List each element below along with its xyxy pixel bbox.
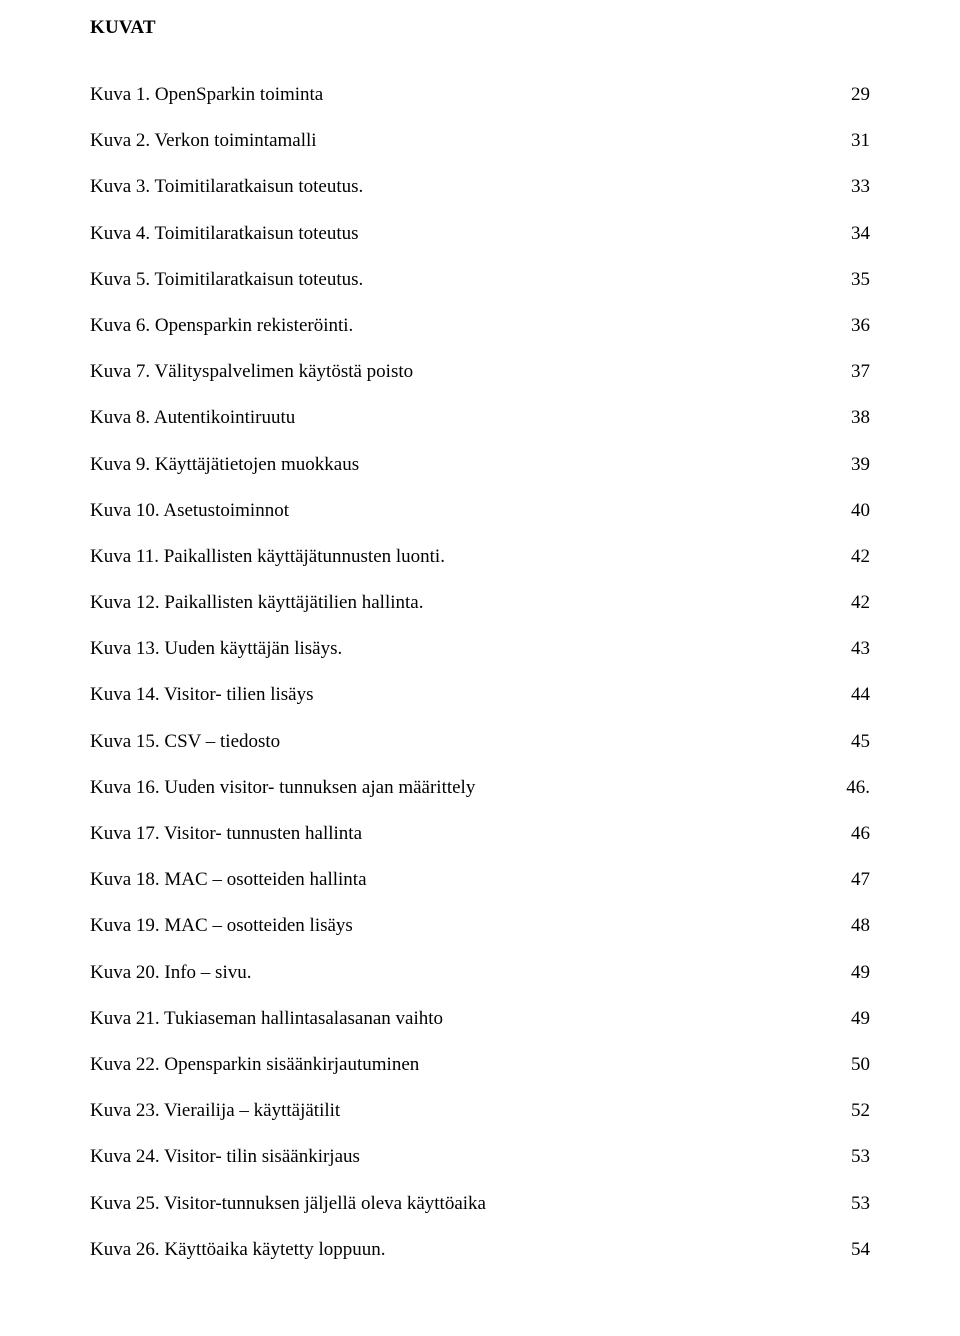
toc-entry-label: Kuva 22. Opensparkin sisäänkirjautuminen — [90, 1055, 419, 1074]
toc-row: Kuva 6. Opensparkin rekisteröinti. 36 — [90, 316, 870, 335]
toc-entry-label: Kuva 19. MAC – osotteiden lisäys — [90, 916, 353, 935]
toc-entry-page: 35 — [839, 270, 870, 289]
toc-entry-page: 47 — [839, 870, 870, 889]
toc-entry-page: 44 — [839, 685, 870, 704]
toc-row: Kuva 10. Asetustoiminnot 40 — [90, 501, 870, 520]
toc-row: Kuva 11. Paikallisten käyttäjätunnusten … — [90, 547, 870, 566]
toc-entry-label: Kuva 11. Paikallisten käyttäjätunnusten … — [90, 547, 445, 566]
toc-row: Kuva 13. Uuden käyttäjän lisäys. 43 — [90, 639, 870, 658]
toc-row: Kuva 19. MAC – osotteiden lisäys 48 — [90, 916, 870, 935]
toc-entry-page: 37 — [839, 362, 870, 381]
toc-entry-page: 46 — [839, 824, 870, 843]
toc-entry-page: 31 — [839, 131, 870, 150]
toc-entry-page: 49 — [839, 1009, 870, 1028]
toc-entry-label: Kuva 26. Käyttöaika käytetty loppuun. — [90, 1240, 386, 1259]
toc-entry-page: 40 — [839, 501, 870, 520]
toc-row: Kuva 17. Visitor- tunnusten hallinta 46 — [90, 824, 870, 843]
list-of-figures-heading: KUVAT — [90, 18, 870, 37]
toc-entry-page: 36 — [839, 316, 870, 335]
toc-row: Kuva 22. Opensparkin sisäänkirjautuminen… — [90, 1055, 870, 1074]
toc-entry-label: Kuva 12. Paikallisten käyttäjätilien hal… — [90, 593, 423, 612]
toc-row: Kuva 24. Visitor- tilin sisäänkirjaus 53 — [90, 1147, 870, 1166]
toc-row: Kuva 23. Vierailija – käyttäjätilit 52 — [90, 1101, 870, 1120]
toc-entry-label: Kuva 7. Välityspalvelimen käytöstä poist… — [90, 362, 413, 381]
toc-entry-page: 45 — [839, 732, 870, 751]
toc-entry-page: 53 — [839, 1147, 870, 1166]
toc-row: Kuva 16. Uuden visitor- tunnuksen ajan m… — [90, 778, 870, 797]
document-page: KUVAT Kuva 1. OpenSparkin toiminta29Kuva… — [0, 0, 960, 1336]
toc-entry-page: 53 — [839, 1194, 870, 1213]
toc-entry-label: Kuva 20. Info – sivu. — [90, 963, 251, 982]
toc-entry-label: Kuva 15. CSV – tiedosto — [90, 732, 280, 751]
toc-entry-label: Kuva 3. Toimitilaratkaisun toteutus. — [90, 177, 363, 196]
toc-row: Kuva 21. Tukiaseman hallintasalasanan va… — [90, 1009, 870, 1028]
figures-toc-list: Kuva 1. OpenSparkin toiminta 29 Kuva 2. Ve… — [90, 85, 870, 1259]
toc-entry-label: Kuva 17. Visitor- tunnusten hallinta — [90, 824, 362, 843]
toc-entry-page: 50 — [839, 1055, 870, 1074]
toc-entry-label: Kuva 8. Autentikointiruutu — [90, 408, 295, 427]
toc-row: Kuva 8. Autentikointiruutu 38 — [90, 408, 870, 427]
toc-entry-label: Kuva 24. Visitor- tilin sisäänkirjaus — [90, 1147, 360, 1166]
toc-entry-label: Kuva 4. Toimitilaratkaisun toteutus — [90, 224, 359, 243]
toc-row: Kuva 1. OpenSparkin toiminta 29 — [90, 85, 870, 104]
toc-entry-page: 39 — [839, 455, 870, 474]
toc-entry-label: Kuva 25. Visitor-tunnuksen jäljellä olev… — [90, 1194, 486, 1213]
toc-entry-page: 48 — [839, 916, 870, 935]
toc-row: Kuva 9. Käyttäjätietojen muokkaus 39 — [90, 455, 870, 474]
toc-entry-page: 43 — [839, 639, 870, 658]
toc-row: Kuva 12. Paikallisten käyttäjätilien hal… — [90, 593, 870, 612]
toc-row: Kuva 18. MAC – osotteiden hallinta 47 — [90, 870, 870, 889]
toc-row: Kuva 14. Visitor- tilien lisäys 44 — [90, 685, 870, 704]
toc-row: Kuva 26. Käyttöaika käytetty loppuun. 54 — [90, 1240, 870, 1259]
toc-entry-label: Kuva 10. Asetustoiminnot — [90, 501, 289, 520]
toc-entry-page: 52 — [839, 1101, 870, 1120]
toc-entry-page: 46. — [834, 778, 870, 797]
toc-row: Kuva 15. CSV – tiedosto 45 — [90, 732, 870, 751]
toc-row: Kuva 4. Toimitilaratkaisun toteutus 34 — [90, 224, 870, 243]
toc-entry-page: 54 — [839, 1240, 870, 1259]
toc-row: Kuva 7. Välityspalvelimen käytöstä poist… — [90, 362, 870, 381]
toc-entry-label: Kuva 1. OpenSparkin toiminta — [90, 85, 323, 104]
toc-row: Kuva 3. Toimitilaratkaisun toteutus. 33 — [90, 177, 870, 196]
toc-entry-label: Kuva 16. Uuden visitor- tunnuksen ajan m… — [90, 778, 475, 797]
toc-entry-label: Kuva 18. MAC – osotteiden hallinta — [90, 870, 367, 889]
toc-row: Kuva 2. Verkon toimintamalli 31 — [90, 131, 870, 150]
toc-entry-label: Kuva 13. Uuden käyttäjän lisäys. — [90, 639, 342, 658]
toc-entry-page: 33 — [839, 177, 870, 196]
toc-entry-label: Kuva 2. Verkon toimintamalli — [90, 131, 317, 150]
toc-entry-label: Kuva 23. Vierailija – käyttäjätilit — [90, 1101, 340, 1120]
toc-row: Kuva 20. Info – sivu. 49 — [90, 963, 870, 982]
toc-entry-page: 49 — [839, 963, 870, 982]
toc-entry-label: Kuva 6. Opensparkin rekisteröinti. — [90, 316, 353, 335]
toc-entry-page: 34 — [839, 224, 870, 243]
toc-entry-label: Kuva 14. Visitor- tilien lisäys — [90, 685, 313, 704]
toc-entry-label: Kuva 5. Toimitilaratkaisun toteutus. — [90, 270, 363, 289]
toc-entry-page: 42 — [839, 593, 870, 612]
toc-entry-label: Kuva 9. Käyttäjätietojen muokkaus — [90, 455, 359, 474]
toc-entry-page: 42 — [839, 547, 870, 566]
toc-entry-page: 29 — [839, 85, 870, 104]
toc-entry-label: Kuva 21. Tukiaseman hallintasalasanan va… — [90, 1009, 443, 1028]
toc-entry-page: 38 — [839, 408, 870, 427]
toc-row: Kuva 5. Toimitilaratkaisun toteutus. 35 — [90, 270, 870, 289]
toc-row: Kuva 25. Visitor-tunnuksen jäljellä olev… — [90, 1194, 870, 1213]
